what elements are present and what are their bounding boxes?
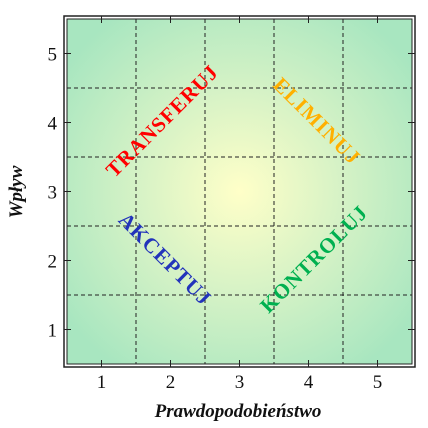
x-tick-label: 2 [166,372,176,393]
x-tick-label: 5 [373,372,383,393]
axis-ticks: 1 2 3 4 5 1 2 3 4 5 [48,16,415,393]
x-tick-label: 3 [235,372,245,393]
y-tick-label: 2 [48,252,58,273]
y-tick-label: 5 [48,45,58,66]
y-axis-title: Wpływ [6,165,27,218]
x-tick-label: 4 [304,372,314,393]
x-axis-title: Prawdopodobieństwo [154,401,322,422]
y-tick-label: 3 [48,183,58,204]
grid-lines [67,19,412,364]
y-tick-label: 1 [48,321,58,342]
plot-area [67,19,412,364]
x-tick-label: 1 [97,372,107,393]
y-tick-label: 4 [48,114,58,135]
